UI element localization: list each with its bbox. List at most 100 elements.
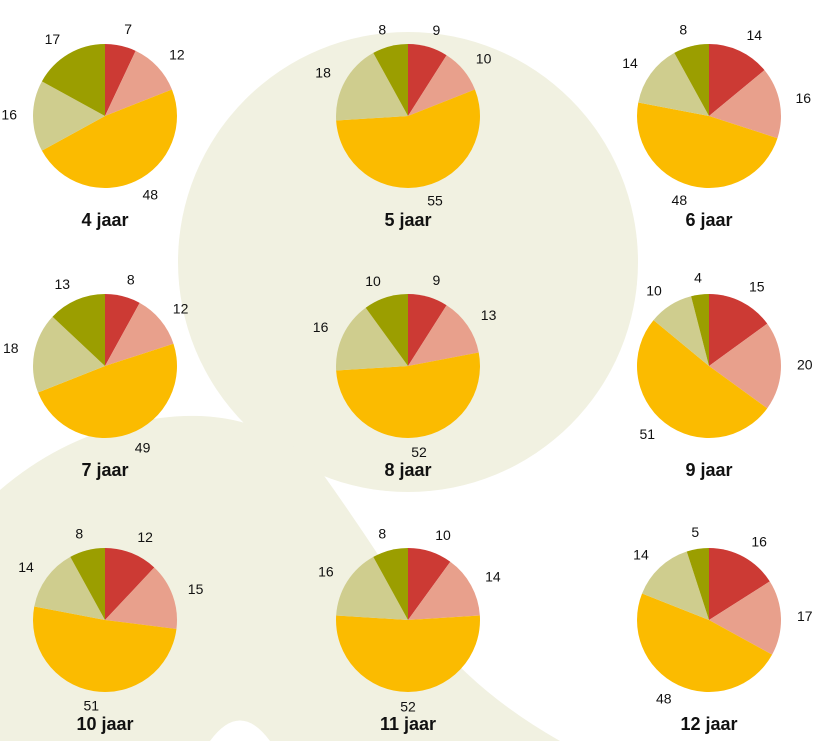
data-label: 7 — [124, 21, 132, 37]
data-label: 16 — [318, 564, 334, 580]
pie-slice — [709, 323, 781, 409]
data-label: 12 — [169, 46, 185, 62]
pie-slice — [637, 593, 773, 692]
data-label: 18 — [315, 64, 331, 80]
pie-slice — [653, 296, 709, 366]
pie-slice — [674, 44, 709, 116]
data-label: 52 — [400, 699, 416, 715]
data-label: 49 — [135, 440, 151, 456]
pie-slice — [636, 320, 768, 439]
pie-slice — [709, 548, 770, 620]
pie-slice — [336, 52, 408, 121]
pie-slice — [32, 606, 177, 693]
data-label: 51 — [83, 698, 99, 714]
data-label: 16 — [751, 534, 767, 550]
data-label: 52 — [411, 444, 427, 460]
pie-slice — [686, 548, 709, 620]
pie-slice — [336, 89, 481, 189]
data-label: 16 — [795, 90, 811, 106]
pie-title: 7 jaar — [81, 460, 128, 480]
data-label: 16 — [313, 319, 329, 335]
pie-slice — [41, 44, 105, 116]
pie-slice — [41, 89, 178, 188]
pie-title: 9 jaar — [685, 460, 732, 480]
pie-slice — [709, 44, 765, 116]
data-label: 18 — [3, 340, 19, 356]
background-blob — [178, 32, 638, 492]
pie-slice — [105, 294, 140, 366]
pie-slice — [336, 615, 480, 693]
pie-slice — [336, 556, 408, 620]
pie-slice — [336, 307, 408, 371]
pie-slice — [408, 305, 479, 366]
pie-slice — [32, 81, 105, 151]
pie-slice — [638, 52, 709, 116]
pie-slice — [709, 294, 768, 366]
pie-slice — [33, 316, 105, 393]
pie-slice — [52, 294, 105, 366]
data-label: 13 — [481, 307, 497, 323]
pie-title: 5 jaar — [384, 210, 431, 230]
pie-title: 4 jaar — [81, 210, 128, 230]
pie-slice — [373, 548, 408, 620]
pie-slice — [373, 44, 408, 116]
pie-slice — [105, 302, 174, 366]
data-label: 15 — [749, 278, 765, 294]
pie-slice — [642, 551, 709, 620]
pie-slice — [38, 343, 178, 439]
pie-slice — [336, 352, 481, 439]
data-label: 8 — [127, 271, 135, 287]
pie-slice — [408, 44, 447, 116]
data-label: 55 — [427, 193, 443, 209]
data-label: 8 — [679, 21, 687, 37]
pie-slice — [365, 294, 408, 366]
data-label: 13 — [54, 276, 70, 292]
data-label: 48 — [656, 690, 672, 706]
pie-slice — [408, 55, 475, 116]
pie-slice — [709, 581, 782, 655]
pie-title: 11 jaar — [380, 714, 436, 734]
pie-slice — [34, 556, 106, 620]
data-label: 5 — [691, 524, 699, 540]
data-label: 8 — [378, 525, 386, 541]
data-label: 10 — [646, 282, 662, 298]
data-label: 9 — [433, 22, 441, 38]
data-label: 16 — [1, 107, 17, 123]
data-label: 10 — [476, 51, 492, 67]
data-label: 15 — [188, 581, 204, 597]
data-label: 20 — [797, 357, 813, 373]
pie-slice — [709, 70, 781, 139]
data-label: 17 — [797, 608, 813, 624]
pie-slice — [408, 561, 480, 620]
pie-slice — [408, 548, 451, 620]
data-label: 10 — [365, 273, 381, 289]
data-label: 9 — [433, 272, 441, 288]
data-label: 14 — [622, 55, 638, 71]
data-label: 8 — [378, 21, 386, 37]
data-label: 48 — [672, 192, 688, 208]
pie-slice — [408, 294, 447, 366]
pie-slice — [105, 44, 136, 116]
data-label: 12 — [137, 529, 153, 545]
data-label: 8 — [75, 525, 83, 541]
data-label: 14 — [746, 27, 762, 43]
pie-title: 8 jaar — [384, 460, 431, 480]
data-label: 10 — [435, 527, 451, 543]
data-label: 17 — [45, 31, 61, 47]
pie-slice — [105, 50, 172, 117]
pie-title: 10 jaar — [76, 714, 133, 734]
pie-slice — [105, 567, 177, 630]
data-label: 14 — [485, 568, 501, 584]
data-label: 12 — [173, 301, 189, 317]
data-label: 4 — [694, 269, 702, 285]
data-label: 14 — [633, 547, 649, 563]
data-label: 14 — [18, 559, 34, 575]
pie-title: 6 jaar — [685, 210, 732, 230]
data-label: 48 — [142, 186, 158, 202]
pie-slice — [105, 548, 155, 620]
pie-slice — [691, 294, 709, 366]
pie-slice — [70, 548, 105, 620]
pie-title: 12 jaar — [680, 714, 737, 734]
data-label: 51 — [639, 426, 655, 442]
